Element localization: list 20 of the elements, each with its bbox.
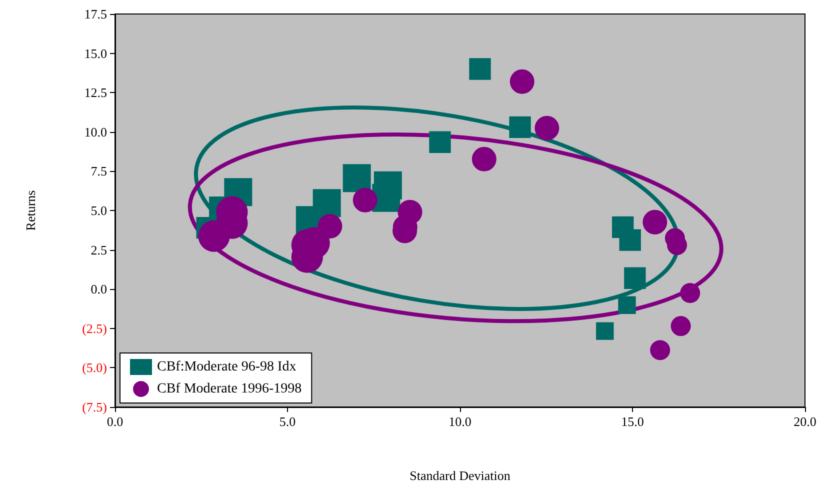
y-tick-label: (5.0)	[82, 360, 107, 376]
legend-label: CBf Moderate 1996-1998	[157, 382, 302, 396]
x-tick-label: 5.0	[279, 414, 296, 429]
legend-label: CBf:Moderate 96-98 Idx	[157, 360, 296, 374]
y-tick-label: 5.0	[90, 203, 107, 218]
x-tick-label: 0.0	[106, 414, 124, 429]
y-tick-label: 17.5	[84, 6, 107, 22]
y-tick-label: 0.0	[90, 282, 107, 297]
x-tick-label: 15.0	[621, 414, 644, 429]
y-axis-title: Returns	[23, 190, 38, 231]
x-tick-label: 10.0	[448, 414, 472, 429]
y-tick-label: 10.0	[84, 124, 107, 140]
y-tick-label: 12.5	[84, 85, 107, 100]
y-tick-label: 15.0	[84, 46, 107, 61]
y-tick-label: 2.5	[90, 242, 107, 258]
x-axis-title: Standard Deviation	[410, 468, 511, 483]
x-tick-label: 20.0	[794, 414, 816, 429]
y-tick-label: 7.5	[90, 164, 107, 179]
y-tick-label: (7.5)	[82, 400, 107, 414]
y-tick-label: (2.5)	[82, 320, 107, 336]
